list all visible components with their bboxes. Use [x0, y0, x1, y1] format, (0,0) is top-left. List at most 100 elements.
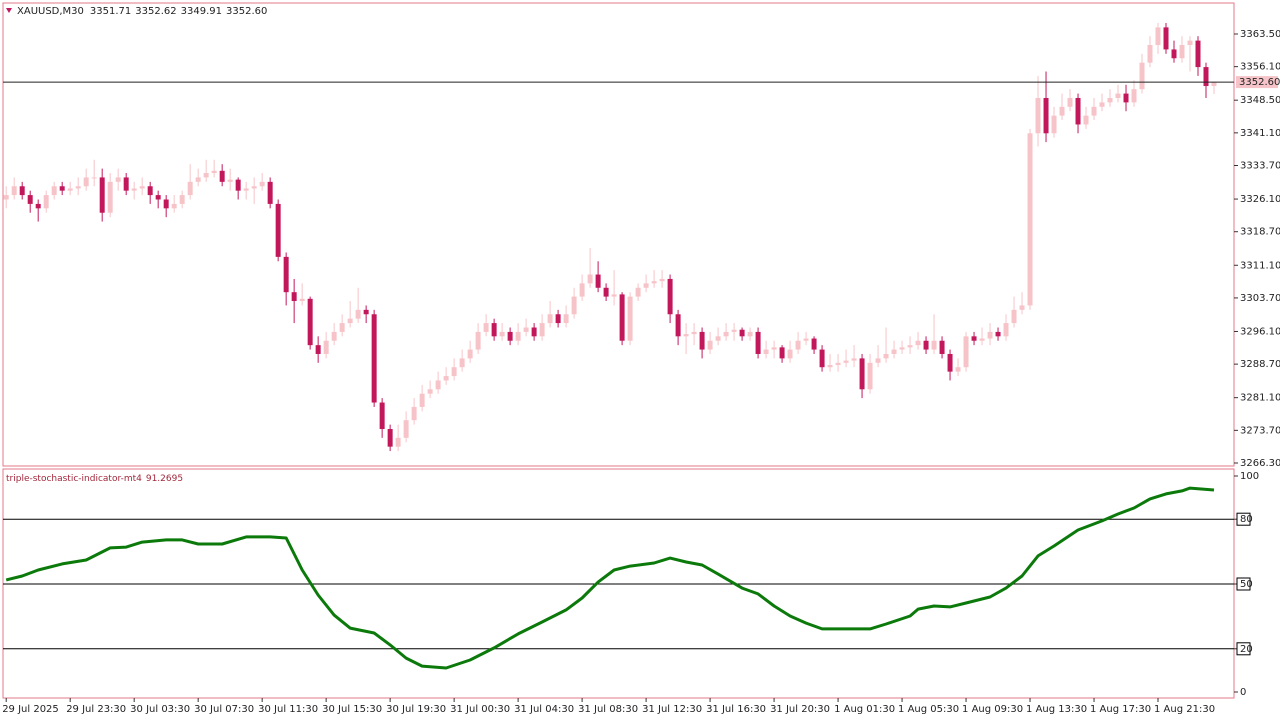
header-low: 3349.91: [181, 6, 222, 17]
candle-body: [923, 340, 929, 350]
candle-body: [243, 188, 249, 191]
y-tick-label: 3303.70: [1240, 293, 1280, 304]
x-tick-label: 30 Jul 19:30: [386, 704, 446, 715]
candle-body: [1043, 97, 1049, 134]
candle-body: [723, 331, 729, 337]
candle-body: [179, 195, 185, 204]
candle-body: [643, 283, 649, 288]
y-tick-label: 80: [1240, 514, 1253, 525]
candle-body: [331, 331, 337, 341]
candle-body: [1115, 93, 1121, 98]
candle-body: [483, 323, 489, 332]
x-tick-label: 30 Jul 11:30: [258, 704, 318, 715]
candle-body: [1203, 67, 1209, 87]
candle-body: [411, 406, 417, 421]
indicator-header: triple-stochastic-indicator-mt4 91.2695: [6, 474, 183, 484]
candle-body: [819, 349, 825, 368]
level-label-box: [1236, 577, 1251, 591]
candle-body: [467, 349, 473, 359]
candle-body: [755, 331, 761, 354]
candle-body: [43, 195, 49, 209]
candle-body: [499, 331, 505, 337]
candle-body: [419, 393, 425, 407]
y-tick-label: 3273.70: [1240, 425, 1280, 436]
candle-body: [387, 429, 393, 447]
candle-body: [1051, 115, 1057, 134]
candle-body: [731, 329, 737, 332]
collapse-icon: [6, 8, 12, 13]
candle-body: [979, 338, 985, 341]
candle-body: [11, 186, 17, 196]
candle-body: [1147, 45, 1153, 63]
candle-body: [187, 181, 193, 196]
candle-body: [1179, 45, 1185, 59]
candle-body: [299, 298, 305, 302]
candle-body: [867, 362, 873, 390]
candle-body: [779, 347, 785, 359]
candle-body: [1195, 40, 1201, 68]
y-tick-label: 3288.70: [1240, 359, 1280, 370]
candle-body: [611, 294, 617, 297]
candle-body: [203, 173, 209, 178]
candle-body: [451, 367, 457, 377]
candle-body: [811, 338, 817, 350]
candle-body: [995, 331, 1001, 337]
candle-body: [1035, 97, 1041, 134]
candle-body: [667, 278, 673, 315]
indicator-last-value: 91.2695: [146, 474, 183, 484]
candle-body: [283, 256, 289, 293]
candle-body: [803, 338, 809, 341]
indicator-title: triple-stochastic-indicator-mt4: [6, 474, 142, 484]
candle-body: [251, 186, 257, 189]
candle-body: [371, 314, 377, 403]
chart-header: XAUUSD,M30 3351.71 3352.62 3349.91 3352.60: [17, 6, 267, 17]
level-label-box: [1236, 642, 1251, 656]
candle-body: [627, 296, 633, 341]
x-tick-label: 30 Jul 15:30: [322, 704, 382, 715]
header-high: 3352.62: [135, 6, 176, 17]
candle-body: [211, 170, 217, 174]
candle-body: [147, 186, 153, 196]
candle-body: [435, 380, 441, 390]
candle-body: [275, 203, 281, 257]
candle-body: [315, 345, 321, 354]
candle-body: [971, 336, 977, 341]
candle-body: [603, 287, 609, 297]
candle-body: [987, 331, 993, 339]
candle-body: [323, 340, 329, 354]
candle-body: [115, 177, 121, 182]
candle-body: [403, 420, 409, 438]
candle-body: [1091, 106, 1097, 116]
candle-body: [579, 283, 585, 297]
candle-body: [427, 389, 433, 394]
candle-body: [347, 318, 353, 324]
candle-body: [1131, 89, 1137, 103]
candle-body: [139, 186, 145, 189]
candle-body: [931, 340, 937, 350]
y-tick-label: 3326.10: [1240, 194, 1280, 205]
candle-body: [547, 314, 553, 324]
candle-body: [595, 274, 601, 288]
candle-body: [835, 362, 841, 366]
header-open: 3351.71: [90, 6, 131, 17]
y-tick-label: 3356.10: [1240, 62, 1280, 73]
candle-body: [491, 323, 497, 337]
last-price-label: 3352.60: [1239, 77, 1280, 88]
candle-body: [131, 188, 137, 191]
x-tick-label: 30 Jul 07:30: [194, 704, 254, 715]
candle-body: [523, 327, 529, 332]
level-label-box: [1236, 512, 1251, 526]
candle-body: [531, 327, 537, 337]
candle-body: [235, 179, 241, 191]
candle-body: [915, 340, 921, 346]
candle-body: [1187, 40, 1193, 46]
candle-body: [1171, 49, 1177, 59]
candle-body: [955, 367, 961, 372]
candle-body: [635, 287, 641, 297]
last-price-box: [1236, 76, 1278, 89]
candle-body: [3, 195, 9, 200]
candle-body: [659, 278, 665, 282]
x-tick-label: 29 Jul 23:30: [66, 704, 126, 715]
candle-body: [1107, 97, 1113, 103]
